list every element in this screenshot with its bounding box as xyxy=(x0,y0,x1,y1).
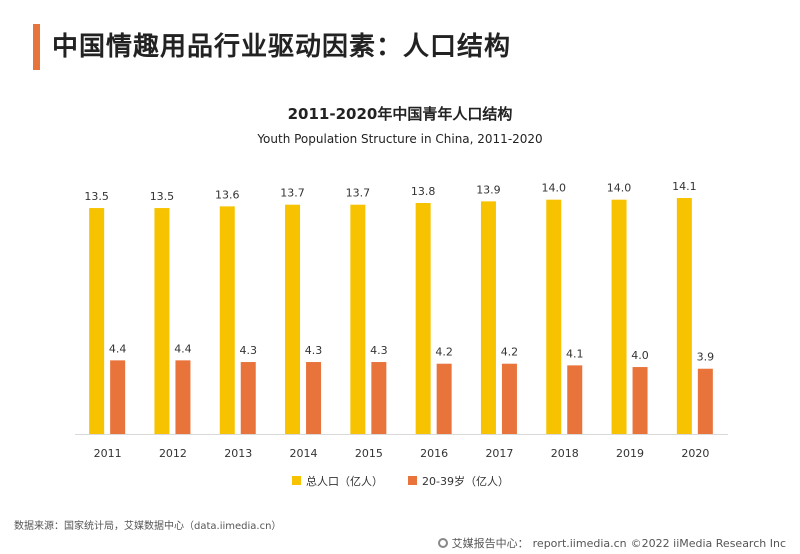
bar-youth-2017 xyxy=(501,363,517,434)
data-label-youth-2014: 4.3 xyxy=(305,344,323,357)
data-label-youth-2017: 4.2 xyxy=(501,346,519,359)
bar-youth-2013 xyxy=(240,362,256,434)
data-label-youth-2013: 4.3 xyxy=(240,344,258,357)
report-center-label: 艾媒报告中心： xyxy=(451,537,529,550)
bar-total-2019 xyxy=(611,199,627,434)
x-tick-label-2013: 2013 xyxy=(224,447,252,460)
data-label-total-2013: 13.6 xyxy=(215,188,240,201)
report-center-link[interactable]: report.iimedia.cn xyxy=(532,536,627,550)
data-label-youth-2019: 4.0 xyxy=(631,349,649,362)
data-label-youth-2015: 4.3 xyxy=(370,344,388,357)
bar-youth-2020 xyxy=(697,368,713,434)
bar-youth-2019 xyxy=(632,367,648,434)
data-label-total-2014: 13.7 xyxy=(280,187,305,200)
legend-label-total: 总人口（亿人） xyxy=(306,474,383,488)
data-label-total-2020: 14.1 xyxy=(672,180,697,193)
legend-label-youth: 20-39岁（亿人） xyxy=(422,474,509,488)
x-tick-label-2019: 2019 xyxy=(616,447,644,460)
data-label-total-2018: 14.0 xyxy=(542,182,567,195)
x-tick-label-2018: 2018 xyxy=(551,447,579,460)
bar-total-2011 xyxy=(89,208,105,434)
data-label-total-2017: 13.9 xyxy=(476,183,501,196)
data-label-youth-2011: 4.4 xyxy=(109,342,127,355)
data-label-total-2016: 13.8 xyxy=(411,185,436,198)
bar-total-2013 xyxy=(219,206,235,434)
x-tick-label-2015: 2015 xyxy=(355,447,383,460)
page-title: 中国情趣用品行业驱动因素：人口结构 xyxy=(52,32,512,62)
legend-swatch-total xyxy=(292,476,301,485)
bar-youth-2014 xyxy=(306,362,322,434)
bar-total-2015 xyxy=(350,204,366,434)
data-label-youth-2012: 4.4 xyxy=(174,342,192,355)
data-label-total-2012: 13.5 xyxy=(150,190,175,203)
bar-total-2020 xyxy=(676,198,692,434)
iimedia-logo-icon xyxy=(437,538,448,548)
chart-subtitle: Youth Population Structure in China, 201… xyxy=(256,132,542,146)
bar-total-2018 xyxy=(546,199,562,434)
bar-youth-2012 xyxy=(175,360,191,434)
bar-total-2012 xyxy=(154,208,170,434)
bar-youth-2018 xyxy=(567,365,583,434)
x-tick-label-2012: 2012 xyxy=(159,447,187,460)
data-label-total-2015: 13.7 xyxy=(346,187,371,200)
bar-total-2016 xyxy=(415,203,431,434)
copyright-text: ©2022 iiMedia Research Inc xyxy=(630,536,786,550)
bar-youth-2015 xyxy=(371,362,387,434)
data-label-total-2019: 14.0 xyxy=(607,182,632,195)
title-accent-bar xyxy=(33,24,40,70)
data-label-youth-2020: 3.9 xyxy=(697,351,715,364)
data-label-total-2011: 13.5 xyxy=(84,190,109,203)
bar-total-2014 xyxy=(285,204,301,434)
x-tick-label-2011: 2011 xyxy=(94,447,122,460)
x-tick-label-2016: 2016 xyxy=(420,447,448,460)
legend-swatch-youth xyxy=(408,476,417,485)
bar-youth-2016 xyxy=(436,363,452,434)
data-label-youth-2016: 4.2 xyxy=(435,346,453,359)
footer-credits: 艾媒报告中心： report.iimedia.cn ©2022 iiMedia … xyxy=(437,535,786,551)
data-label-youth-2018: 4.1 xyxy=(566,347,584,360)
x-tick-label-2014: 2014 xyxy=(290,447,318,460)
bar-youth-2011 xyxy=(110,360,126,434)
x-tick-label-2020: 2020 xyxy=(681,447,709,460)
x-tick-label-2017: 2017 xyxy=(485,447,513,460)
chart-title: 2011-2020年中国青年人口结构 xyxy=(288,105,513,123)
bar-total-2017 xyxy=(480,201,496,434)
data-source-note: 数据来源：国家统计局，艾媒数据中心（data.iimedia.cn） xyxy=(14,521,282,532)
